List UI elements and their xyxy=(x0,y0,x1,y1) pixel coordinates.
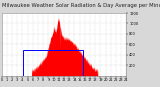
Text: Milwaukee Weather Solar Radiation & Day Average per Minute W/m2 (Today): Milwaukee Weather Solar Radiation & Day … xyxy=(2,3,160,8)
Bar xyxy=(24,50,83,76)
